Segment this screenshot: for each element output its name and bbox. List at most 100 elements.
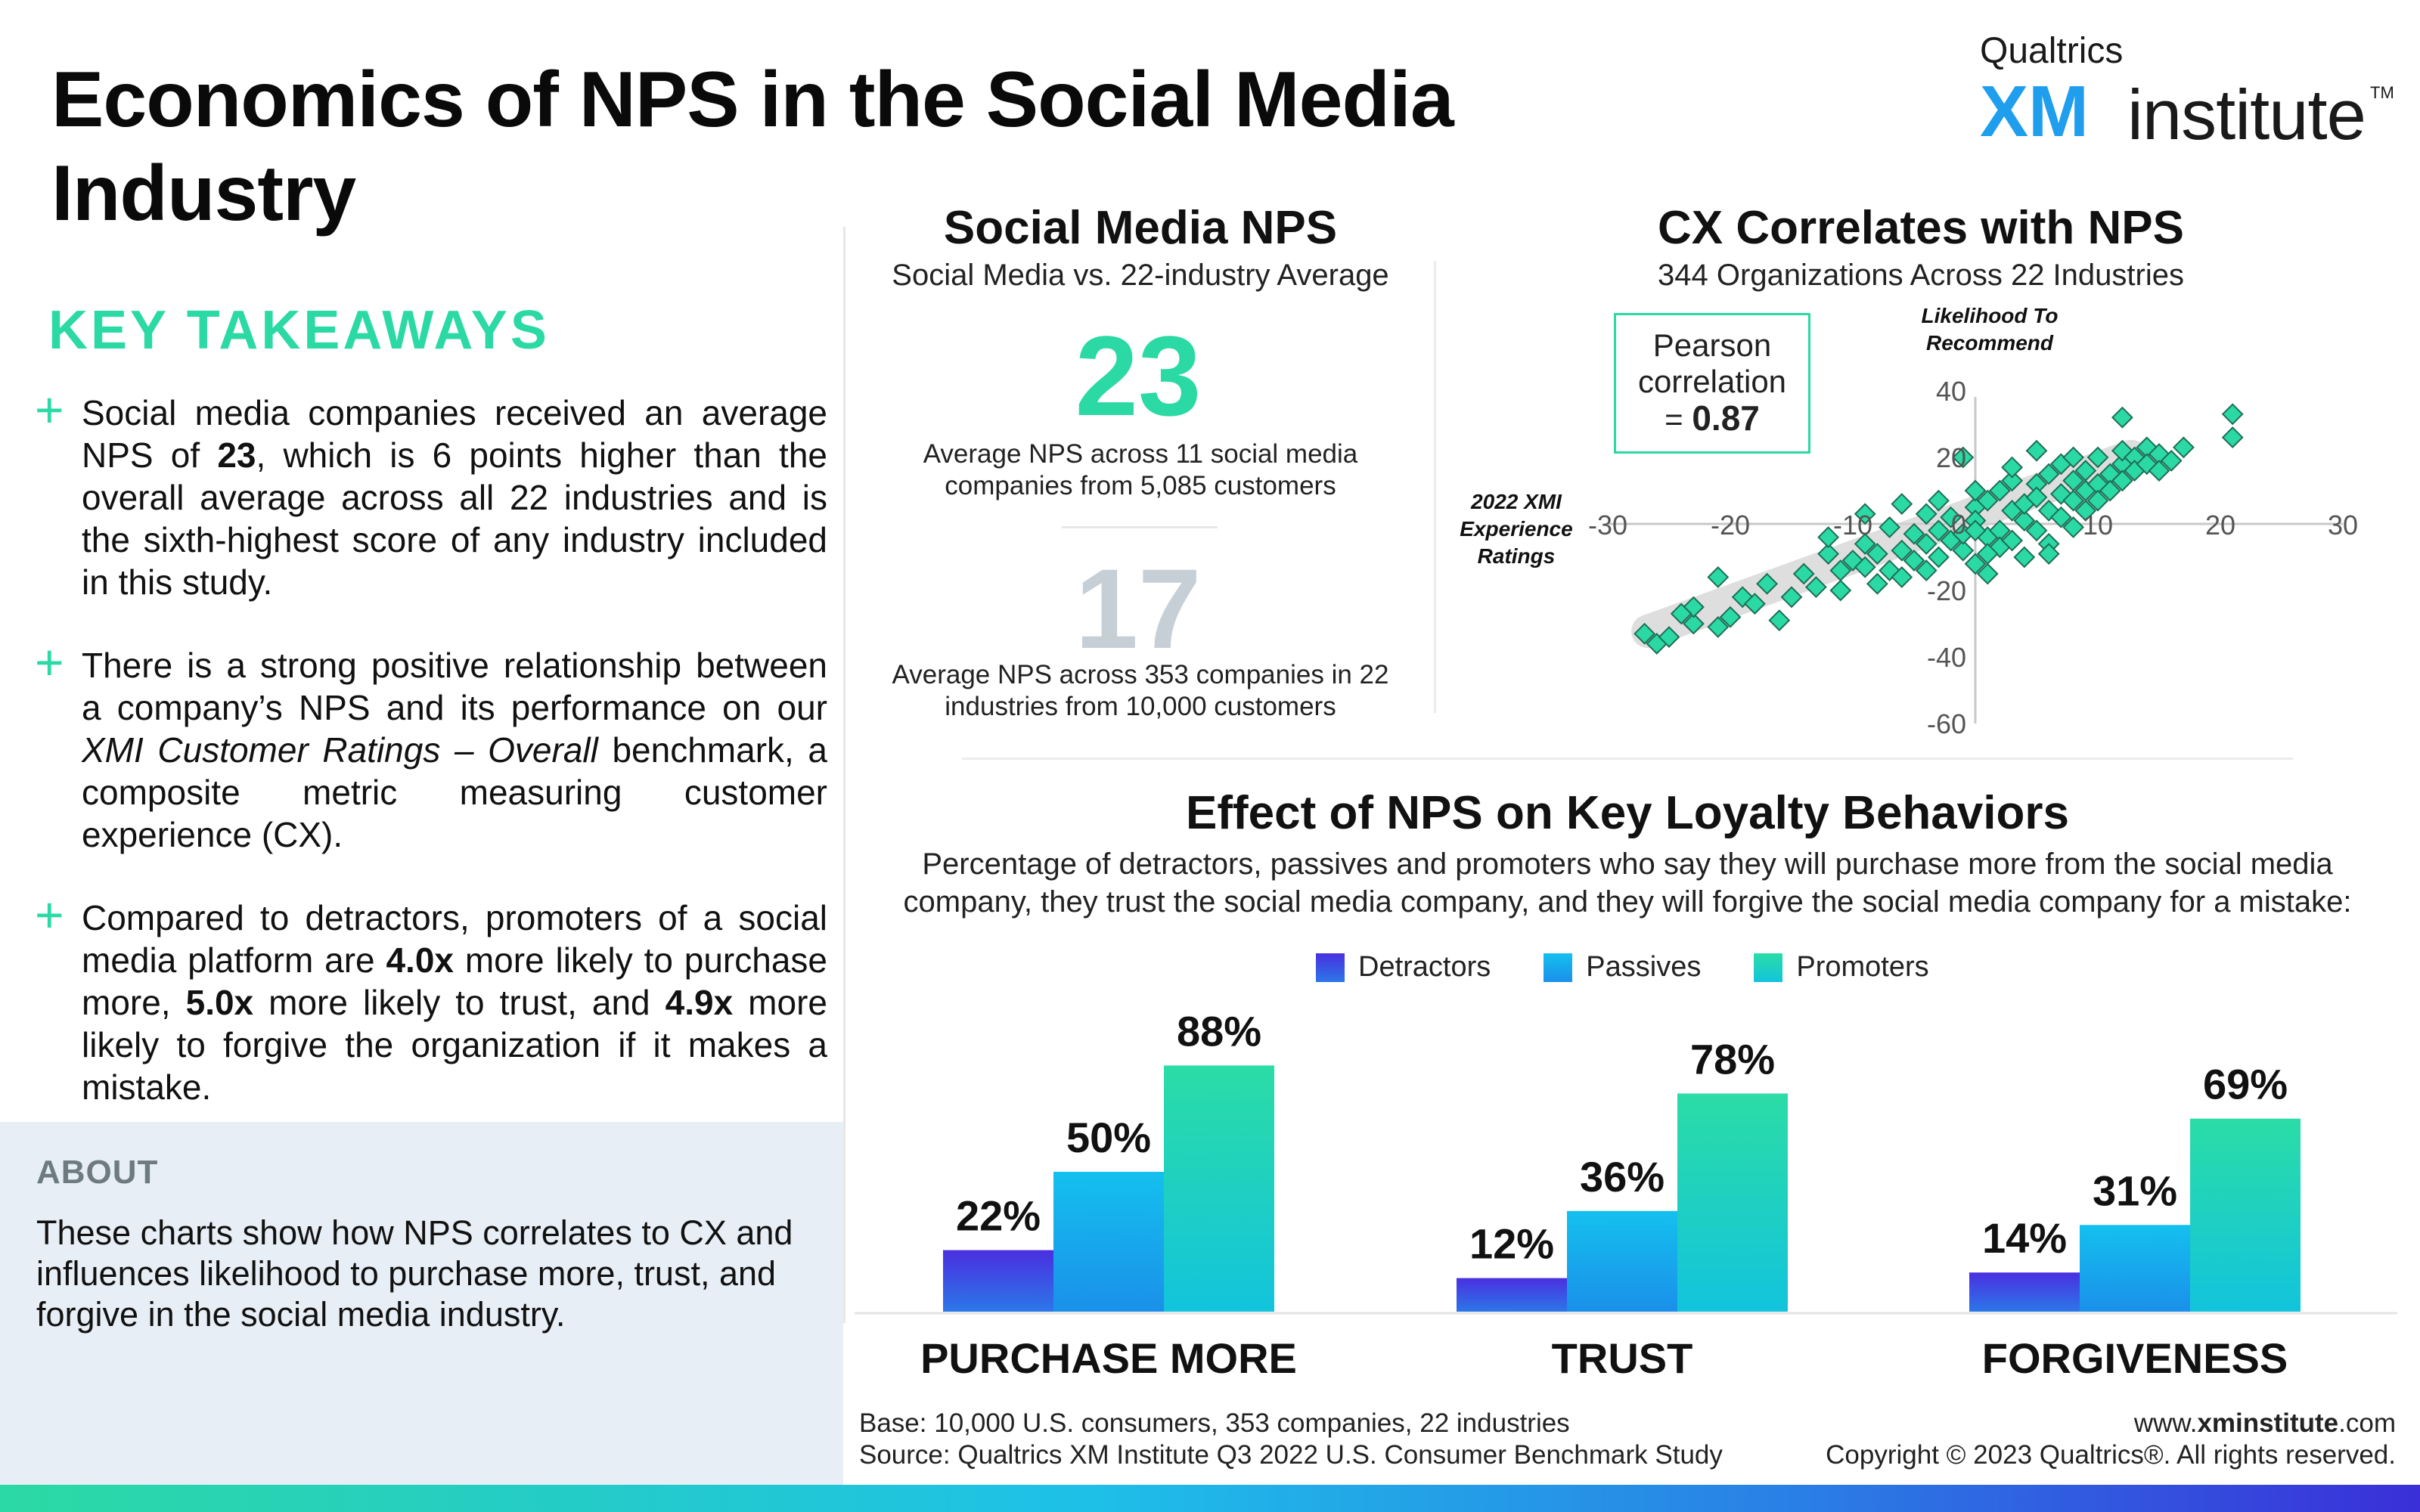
scatter-point	[1952, 539, 1975, 562]
about-heading: ABOUT	[36, 1154, 159, 1191]
scatter-point	[1682, 612, 1705, 635]
x-tick-label: 30	[2328, 510, 2358, 541]
bar-passives	[1053, 1172, 1164, 1312]
scatter-point	[1964, 553, 1987, 575]
scatter-point	[2160, 449, 2183, 472]
y-tick-label: -60	[1927, 708, 1966, 739]
nps-subtitle: Social Media vs. 22-industry Average	[892, 259, 1389, 292]
scatter-point	[1903, 522, 1925, 545]
scatter-point	[1817, 543, 1840, 565]
scatter-point	[1756, 572, 1779, 595]
scatter-point	[1976, 562, 1999, 585]
pearson-value: 0.87	[1692, 398, 1760, 438]
logo-tm: TM	[2370, 83, 2394, 102]
bar-value-label: 69%	[2203, 1061, 2288, 1108]
scatter-point	[1817, 526, 1840, 549]
scatter-point	[2062, 469, 2085, 492]
bar-value-label: 50%	[1066, 1114, 1151, 1161]
category-label: FORGIVENESS	[1981, 1334, 2288, 1382]
legend-label: Promoters	[1796, 951, 1929, 983]
footer-base: Base: 10,000 U.S. consumers, 353 compani…	[859, 1408, 1570, 1438]
scatter-point	[2086, 489, 2109, 512]
scatter-point	[2037, 543, 2060, 565]
scatter-point	[1976, 543, 1999, 565]
scatter-point	[2049, 506, 2072, 528]
legend-label: Detractors	[1358, 951, 1491, 983]
y-tick-label: -20	[1927, 575, 1966, 606]
y-tick-label: 0	[1951, 509, 1966, 540]
scatter-point	[1719, 606, 1742, 628]
xm-institute-logo: Qualtrics XM institute TM	[1980, 30, 2394, 154]
scatter-point	[1879, 516, 1901, 538]
x-tick-label: 20	[2205, 510, 2235, 541]
scatter-point	[2001, 456, 2024, 479]
y-tick-label: 20	[1936, 442, 1966, 473]
scatter-point	[1952, 446, 1975, 469]
scatter-point	[1866, 543, 1888, 565]
loyalty-bar-chart: 22% 50% 88% 12% 36% 78% 14% 31% 69%	[855, 1007, 2397, 1315]
bar-promoters	[2190, 1118, 2301, 1312]
scatter-point	[1768, 609, 1791, 632]
column-divider	[843, 227, 845, 1323]
correlation-title: CX Correlates with NPS	[1658, 202, 2184, 254]
scatter-point	[2074, 460, 2097, 482]
section-divider	[962, 758, 2293, 760]
bar-value-label: 36%	[1580, 1153, 1665, 1201]
scatter-point	[2172, 436, 2195, 459]
bottom-gradient-bar	[0, 1485, 2420, 1512]
scatter-point	[1964, 519, 1987, 542]
scatter-point	[1915, 532, 1938, 555]
scatter-point	[1927, 546, 1950, 569]
nps-title: Social Media NPS	[943, 202, 1338, 254]
scatter-point	[1940, 506, 1962, 528]
url-prefix: www.	[2133, 1408, 2198, 1438]
y-tick-label: -40	[1927, 642, 1966, 673]
bar-value-label: 88%	[1177, 1007, 1261, 1055]
scatter-point	[2001, 529, 2024, 552]
footer-url[interactable]: www.xminstitute.com	[1739, 1408, 2396, 1439]
bar-passives	[1567, 1210, 1677, 1312]
x-tick-label: -20	[1711, 510, 1750, 541]
bar-promoters	[1164, 1065, 1274, 1312]
category-labels: PURCHASE MORE TRUST FORGIVENESS	[855, 1334, 2412, 1394]
scatter-point	[1891, 565, 1913, 588]
x-tick-label: -30	[1588, 510, 1627, 541]
bar-legend: Detractors Passives Promoters	[1316, 951, 1929, 984]
url-suffix: .com	[2338, 1408, 2396, 1438]
legend-item: Detractors	[1316, 951, 1491, 984]
scatter-point	[1780, 586, 1803, 609]
page-title: Economics of NPS in the Social Media Ind…	[51, 56, 1454, 237]
x-axis-caption: 2022 XMI Experience Ratings	[1460, 490, 1573, 568]
y-tick-label: 40	[1936, 376, 1966, 407]
category-label: TRUST	[1551, 1334, 1693, 1382]
takeaway-text: Social media companies received an avera…	[82, 393, 828, 602]
social-media-nps-caption: Average NPS across 11 social media compa…	[923, 439, 1358, 500]
stat-divider	[1062, 526, 1218, 528]
scatter-point	[1988, 479, 2011, 502]
trend-band	[1631, 439, 2149, 649]
legend-swatch	[1544, 953, 1573, 982]
pearson-value-line: = 0.87	[1616, 400, 1808, 438]
scatter-point	[2148, 460, 2170, 482]
legend-label: Passives	[1586, 951, 1702, 983]
scatter-point	[1915, 559, 1938, 582]
bar-detractors	[1969, 1272, 2080, 1312]
scatter-point	[1915, 503, 1938, 525]
bar-detractors	[943, 1250, 1053, 1312]
scatter-point	[2086, 446, 2109, 469]
scatter-point	[2025, 519, 2048, 542]
overall-nps-caption: Average NPS across 353 companies in 22 i…	[892, 660, 1389, 721]
bar-promoters	[1677, 1093, 1788, 1312]
scatter-point	[1891, 539, 1913, 562]
scatter-point	[2013, 546, 2036, 569]
scatter-point	[1891, 493, 1913, 516]
scatter-point	[2001, 469, 2024, 492]
scatter-point	[2062, 446, 2085, 469]
scatter-point	[2111, 469, 2133, 492]
takeaway-text: Compared to detractors, promoters of a s…	[82, 898, 828, 1107]
plus-icon: +	[35, 634, 64, 690]
scatter-point	[1927, 519, 1950, 542]
bar-passives	[2080, 1225, 2190, 1312]
plus-icon: +	[35, 382, 64, 438]
logo-institute: institute	[2127, 75, 2366, 154]
